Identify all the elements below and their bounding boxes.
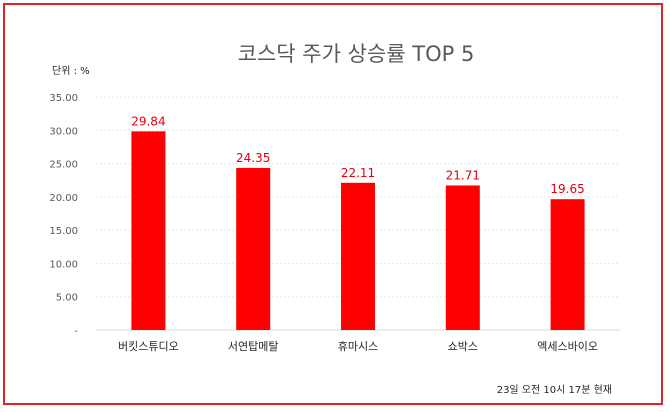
- data-label: 29.84: [131, 114, 165, 128]
- y-tick-label: 5.00: [56, 293, 78, 304]
- timestamp-note: 23일 오전 10시 17분 현재: [497, 384, 612, 396]
- y-tick-label: 25.00: [49, 160, 78, 171]
- chart-title: 코스닥 주가 상승률 TOP 5: [238, 42, 475, 66]
- data-label: 19.65: [550, 182, 584, 196]
- unit-label: 단위 : %: [52, 64, 90, 77]
- category-label: 버킷스튜디오: [118, 340, 179, 353]
- bar-3: [341, 182, 375, 330]
- category-label: 엑세스바이오: [537, 340, 598, 353]
- y-tick-label: -: [74, 326, 78, 337]
- y-tick-label: 20.00: [49, 193, 78, 204]
- y-tick-label: 30.00: [49, 126, 78, 137]
- y-tick-label: 35.00: [49, 93, 78, 104]
- data-label: 24.35: [236, 151, 270, 165]
- y-axis-ticks: - 5.00 10.00 15.00 20.00 25.00 30.00 35.00: [49, 93, 78, 337]
- y-tick-label: 15.00: [49, 226, 78, 237]
- y-tick-label: 10.00: [49, 259, 78, 270]
- data-label: 22.11: [341, 166, 375, 180]
- x-axis-categories: 버킷스튜디오 서연탑메탈 휴마시스 쇼박스 엑세스바이오: [118, 340, 598, 353]
- bar-4: [445, 185, 480, 330]
- category-label: 서연탑메탈: [228, 340, 279, 353]
- category-label: 휴마시스: [338, 340, 378, 353]
- bar-2: [236, 167, 271, 330]
- bar-5: [550, 199, 585, 330]
- data-label: 21.71: [446, 168, 480, 182]
- category-label: 쇼박스: [448, 340, 478, 353]
- data-labels: 29.84 24.35 22.11 21.71 19.65: [131, 114, 585, 196]
- bar-1: [131, 131, 166, 330]
- bars: [131, 131, 585, 330]
